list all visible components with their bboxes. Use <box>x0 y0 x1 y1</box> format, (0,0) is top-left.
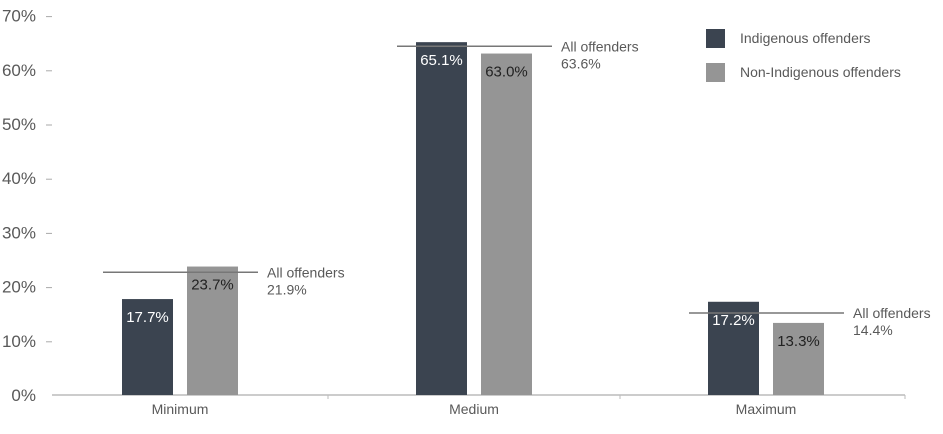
all-offenders-value: 63.6% <box>561 55 601 71</box>
bar-data-label: 17.2% <box>712 312 755 329</box>
x-category-label: Minimum <box>152 401 209 417</box>
all-offenders-value: 14.4% <box>853 322 893 338</box>
bar-indigenous <box>708 301 759 395</box>
legend-swatch <box>706 63 725 82</box>
all-offenders-label: All offenders <box>561 38 639 54</box>
y-tick-label: 70% <box>2 7 36 26</box>
all-offenders-label: All offenders <box>267 264 345 280</box>
y-tick-label: 30% <box>2 223 36 242</box>
bar-non-indigenous <box>773 322 824 395</box>
all-offenders-label: All offenders <box>853 305 931 321</box>
y-tick-label: 50% <box>2 115 36 134</box>
bar-non-indigenous <box>187 266 238 395</box>
y-tick-label: 0% <box>11 386 36 405</box>
bar-data-label: 23.7% <box>191 277 234 294</box>
y-tick-label: 10% <box>2 332 36 351</box>
y-tick-label: 20% <box>2 278 36 297</box>
legend-swatch <box>706 29 725 48</box>
bar-indigenous <box>122 299 173 395</box>
x-category-label: Maximum <box>736 401 797 417</box>
all-offenders-value: 21.9% <box>267 281 307 297</box>
y-tick-label: 40% <box>2 169 36 188</box>
bar-non-indigenous <box>481 53 532 395</box>
bar-data-label: 65.1% <box>420 52 463 69</box>
bar-data-label: 63.0% <box>485 64 528 81</box>
legend-label: Indigenous offenders <box>740 30 871 46</box>
y-tick-label: 60% <box>2 61 36 80</box>
bar-data-label: 17.7% <box>126 309 169 326</box>
bar-data-label: 13.3% <box>777 333 820 350</box>
x-category-label: Medium <box>449 401 499 417</box>
legend-label: Non-Indigenous offenders <box>740 64 901 80</box>
bar-indigenous <box>416 42 467 396</box>
